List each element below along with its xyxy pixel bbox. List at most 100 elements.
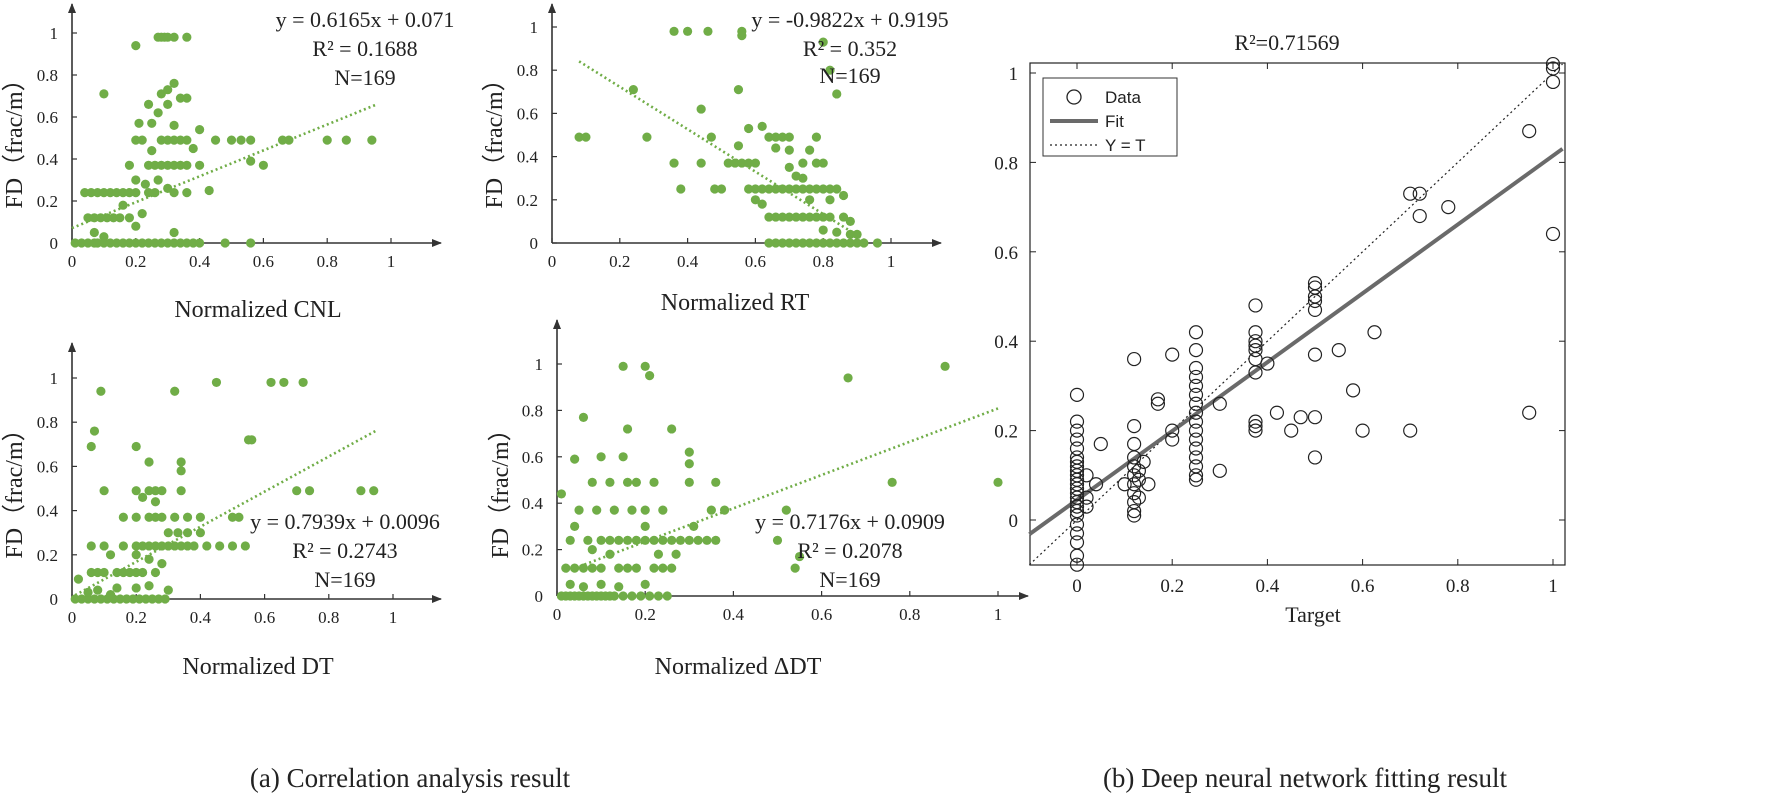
trend-line-ddt [565,407,999,573]
x-tick-label-rt: 0.6 [745,252,766,271]
data-point-dt [150,512,161,522]
data-point-rt [845,216,855,226]
data-point-dt [279,377,289,388]
data-point-rt [764,184,774,194]
data-point-ddt [653,591,664,601]
data-point-dnn [1127,459,1142,474]
data-point-ddt [719,505,730,515]
data-point-dnn [1127,503,1142,519]
data-point-dt [182,541,193,551]
data-point-rt [642,132,652,142]
data-point-rt [791,212,801,222]
scatter-panel-delta-dt: 0 0.2 0.4 0.6 0.8 100.20.40.60.81 FD（frac/m） … [488,319,1029,680]
data-point-dt [93,567,103,578]
data-point-cnl [163,238,173,248]
data-point-dt [292,486,302,496]
data-point-cnl [236,135,246,145]
x-tick-label-dt: 0.6 [254,608,275,627]
data-point-cnl [76,238,87,248]
data-point-ddt [570,454,580,464]
data-point-dnn [1079,499,1094,514]
data-point-ddt [693,535,703,545]
data-point-cnl [99,238,109,248]
data-point-cnl [105,238,115,248]
data-point-dnn [1212,463,1227,478]
data-point-cnl [143,238,154,248]
r-squared-cnl: R² = 0.1688 [312,36,417,61]
data-point-dnn [1522,405,1537,420]
dnn-title: R²=0.71569 [1234,30,1339,55]
y-axis-label-cnl: FD（frac/m） [2,67,28,208]
data-point-rt [703,26,713,36]
data-point-dt [131,567,141,578]
data-point-dt [157,541,167,551]
data-point-ddt [627,591,637,601]
data-point-cnl [124,188,135,198]
data-point-dt [118,512,128,522]
data-point-cnl [188,238,198,248]
data-point-dt [131,583,141,593]
data-point-dnn [1307,275,1323,291]
data-point-ddt [556,489,567,499]
data-point-rt [771,238,781,248]
data-point-dnn [1188,360,1204,376]
y-tick-label-rt: 0.2 [517,191,538,210]
data-point-ddt [592,505,602,515]
data-point-rt [730,158,740,168]
marks-rt: 0 0.2 0.4 0.6 0.8 1 0 0.2 0.4 0.6 0.8 1 [517,3,942,271]
data-point-ddt [622,424,633,434]
data-point-dt [144,457,154,467]
dnn-plot-frame [1029,62,1566,566]
data-point-dt [195,528,205,538]
data-point-dt [96,594,106,604]
data-point-dt [93,585,103,595]
data-point-dnn [1188,423,1204,438]
x-tick-label-dnn: 0.2 [1160,576,1184,597]
data-point-rt [784,212,794,222]
data-point-rt [574,132,584,142]
data-point-cnl [210,135,221,145]
data-point-dnn [1069,441,1085,456]
data-point-rt [832,184,842,194]
data-point-rt [818,212,828,222]
data-point-dnn [1403,186,1418,201]
y-tick-label-ddt: 1 [535,355,544,374]
data-point-rt [733,85,744,95]
x-tick-label-dt: 0.2 [126,608,147,627]
data-point-dnn [1079,490,1094,505]
data-point-dt [99,567,109,578]
data-point-dt [134,594,145,604]
data-point-rt [744,123,754,134]
data-point-dt [356,486,366,496]
y-tick-label-cnl: 0.2 [37,192,58,211]
data-point-ddt [622,477,633,487]
data-point-rt [811,238,822,248]
x-tick-label-cnl: 0 [68,252,77,271]
data-point-cnl [188,143,198,154]
data-point-dnn [1069,450,1085,465]
data-point-rt [757,199,767,209]
data-point-dnn [1136,454,1151,469]
data-point-ddt [645,371,655,381]
data-point-ddt [781,505,791,515]
data-point-cnl [140,179,150,189]
data-point-dt [160,594,170,604]
data-point-dnn [1522,124,1537,139]
data-point-cnl [150,238,160,248]
data-point-rt [706,132,716,142]
data-point-ddt [622,535,633,545]
data-point-dt [202,541,212,551]
data-point-rt [669,158,679,168]
data-point-dnn [1127,468,1142,483]
y-tick-label-dt: 0.6 [37,457,58,476]
data-point-cnl [169,120,179,130]
data-point-dt [125,567,135,578]
data-point-dnn [1069,423,1085,438]
data-point-ddt [684,477,694,487]
data-point-rt [737,31,747,41]
x-axis-label-cnl: Normalized CNL [174,297,341,323]
data-point-dnn [1150,392,1166,407]
data-point-cnl [150,160,160,170]
data-point-ddt [605,477,615,487]
data-point-cnl [284,135,294,145]
